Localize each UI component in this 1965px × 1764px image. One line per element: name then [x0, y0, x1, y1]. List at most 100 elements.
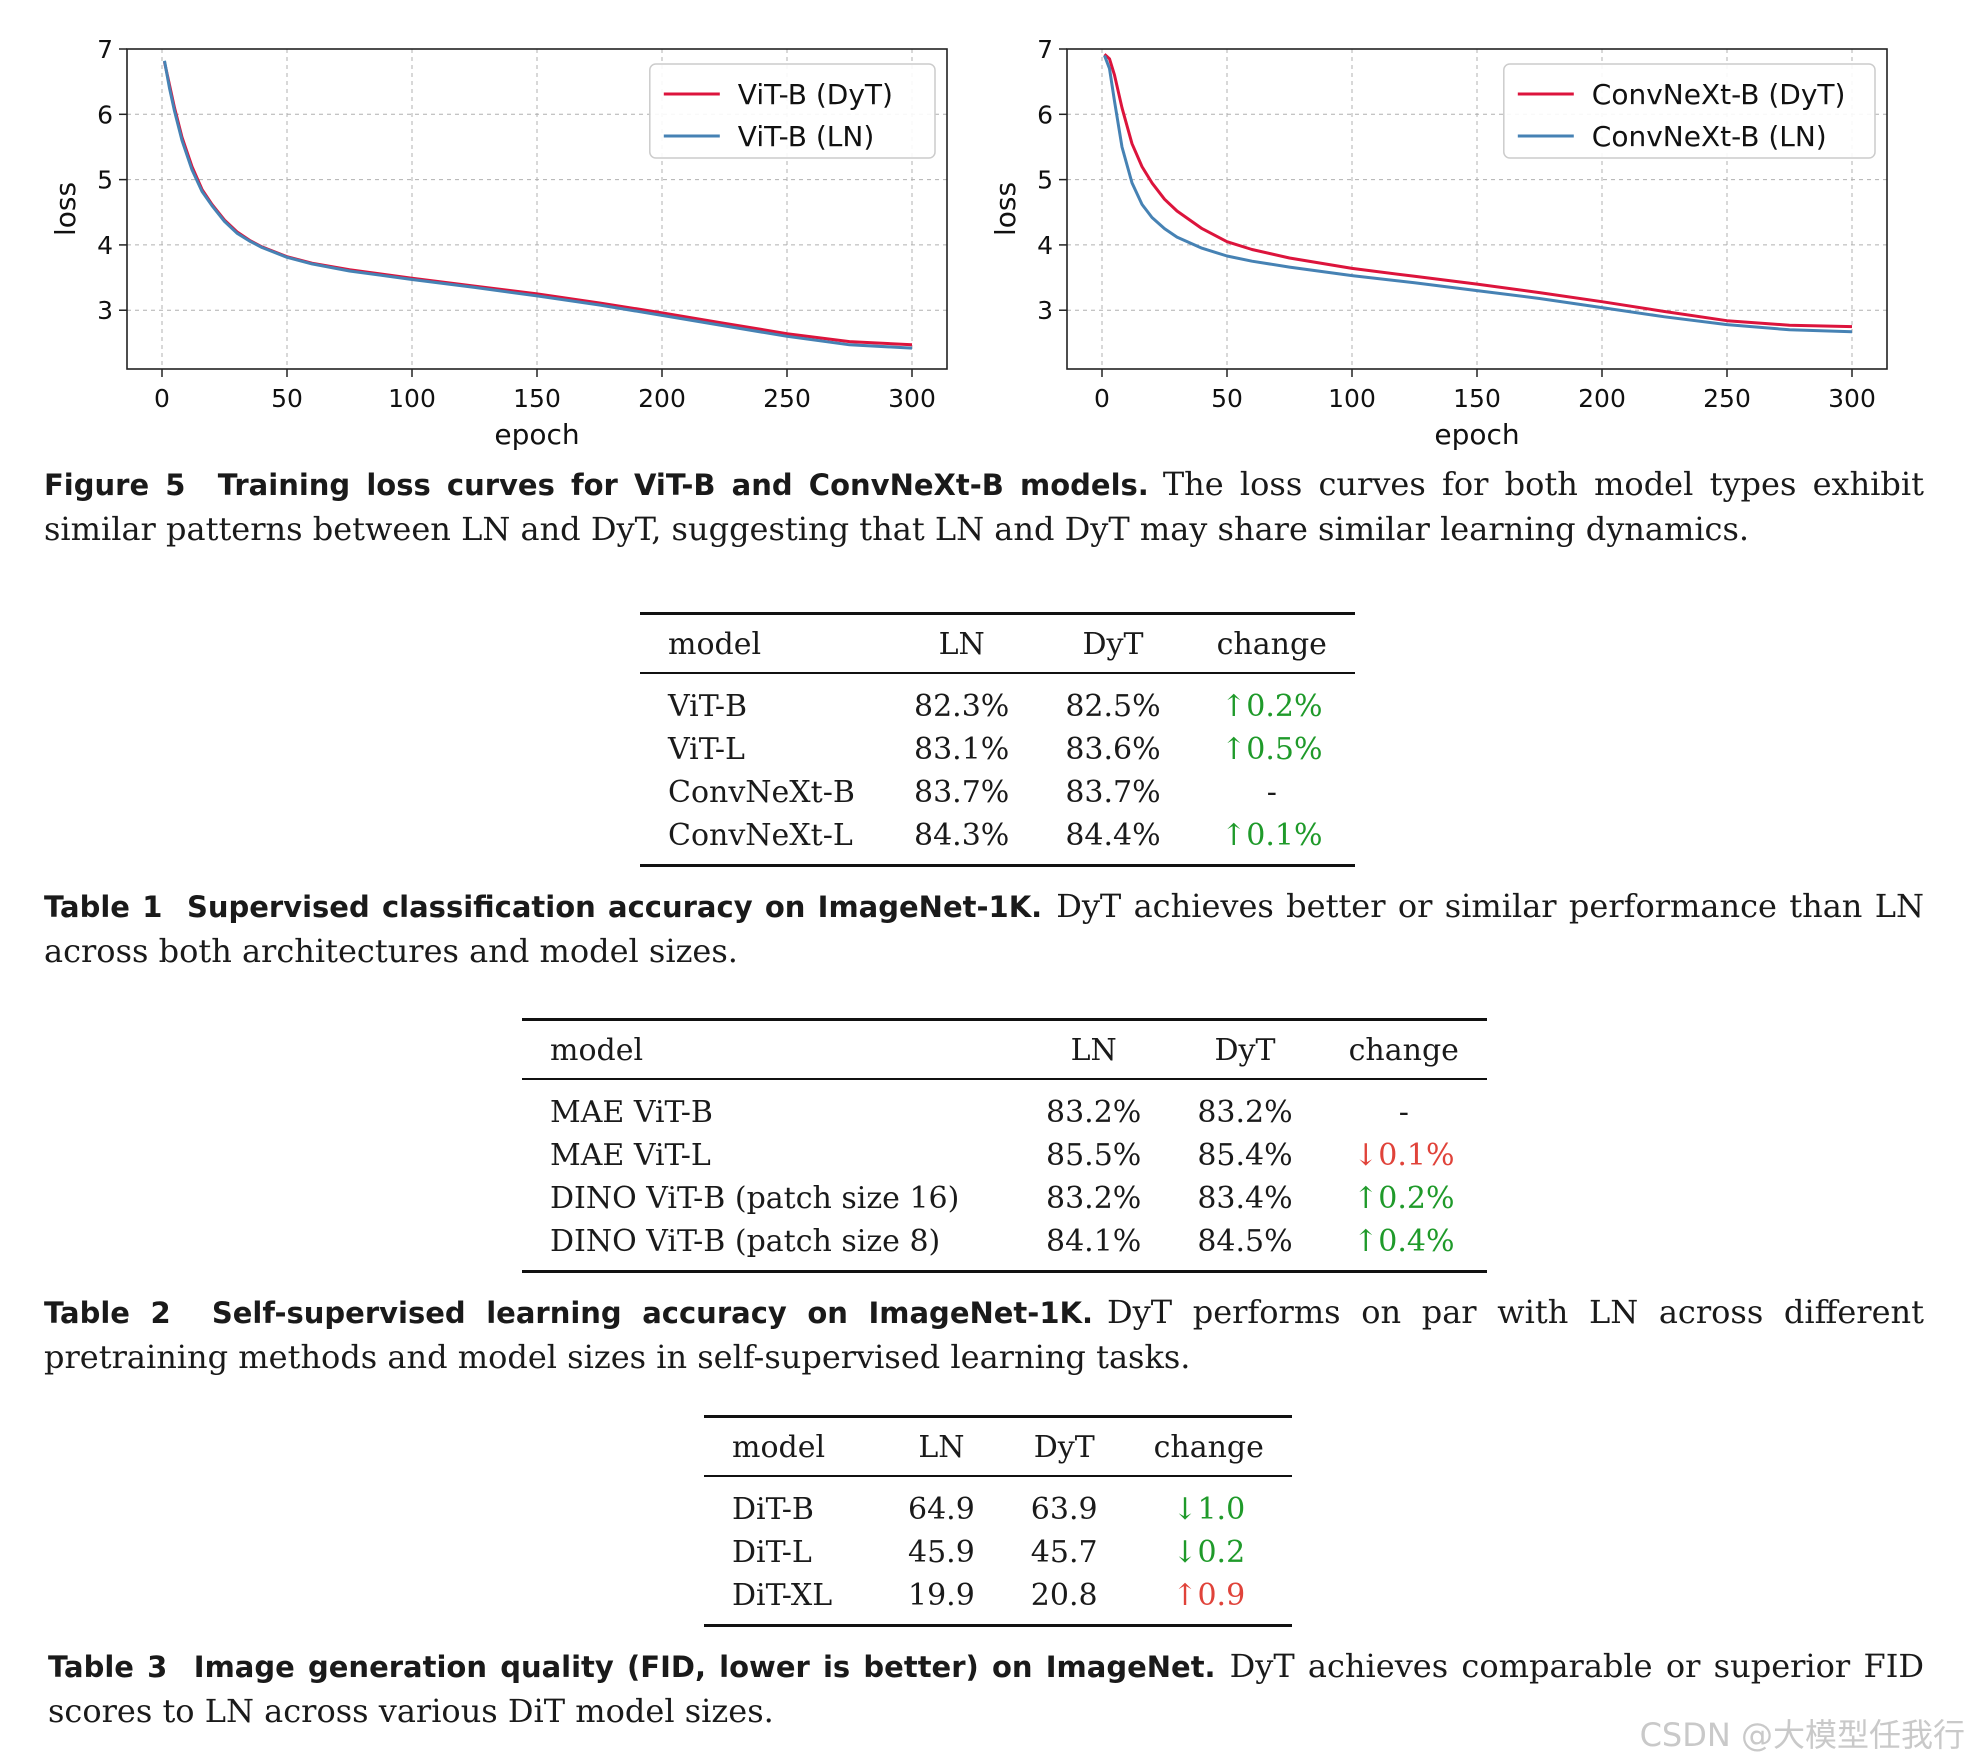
x-tick-label: 200: [638, 384, 686, 413]
table-cell: MAE ViT-B: [550, 1095, 713, 1130]
x-tick-label: 0: [1094, 384, 1110, 413]
change-cell: -: [1398, 1095, 1409, 1130]
table-row: DiT-XL 19.9 20.8 ↑0.9: [704, 1574, 1292, 1627]
table-1: model LN DyT change ViT-B 82.3% 82.5% ↑0…: [640, 612, 1355, 867]
column-header: model: [640, 612, 886, 674]
table-cell: 85.5%: [1046, 1138, 1142, 1173]
table-cell: DINO ViT-B (patch size 8): [522, 1220, 1018, 1273]
table-cell: ConvNeXt-B: [668, 775, 855, 810]
y-tick-label: 4: [1037, 231, 1053, 260]
table-cell: 84.5%: [1169, 1220, 1321, 1273]
table-cell: 82.3%: [914, 689, 1010, 724]
column-header: change: [1125, 1415, 1292, 1477]
table-3: model LN DyT change DiT-B 64.9 63.9 ↓1.0…: [704, 1415, 1292, 1627]
table-3-caption-title: Table 3 Image generation quality (FID, l…: [48, 1650, 1216, 1684]
table-1-caption-title: Table 1 Supervised classification accura…: [44, 890, 1043, 924]
series-line-dyt: [1103, 53, 1853, 329]
table-cell: 84.1%: [1018, 1220, 1170, 1273]
table-cell: 20.8: [1002, 1574, 1126, 1627]
x-tick-label: 100: [1328, 384, 1376, 413]
table-cell: 64.9: [908, 1492, 975, 1527]
x-tick-label: 200: [1578, 384, 1626, 413]
change-cell: ↑0.1%: [1188, 814, 1355, 867]
y-axis-label: loss: [989, 182, 1022, 236]
table-row: ConvNeXt-L 84.3% 84.4% ↑0.1%: [640, 814, 1355, 867]
table-2-caption: Table 2 Self-supervised learning accurac…: [44, 1290, 1924, 1379]
column-header: DyT: [1037, 612, 1189, 674]
table-row: ViT-L 83.1% 83.6% ↑0.5%: [640, 728, 1355, 771]
x-tick-label: 300: [1828, 384, 1876, 413]
figure-5: 0 50 100 150 200 250 300 3 4 5 6 7 epoch loss ViT-B (D…: [30, 25, 1935, 465]
table-row: MAE ViT-L 85.5% 85.4% ↓0.1%: [522, 1134, 1487, 1177]
column-header: LN: [1018, 1018, 1170, 1080]
table-row: ConvNeXt-B 83.7% 83.7% -: [640, 771, 1355, 814]
change-cell: ↓0.1%: [1353, 1138, 1455, 1173]
series-line-ln: [163, 60, 913, 350]
legend-box: [1503, 63, 1876, 159]
table-1-caption-text: DyT achieves better or similar performan…: [44, 887, 1924, 970]
column-header: LN: [886, 612, 1038, 674]
column-header: change: [1320, 1018, 1487, 1080]
table-header-row: model LN DyT change: [704, 1415, 1292, 1477]
change-cell: ↑0.4%: [1320, 1220, 1487, 1273]
x-tick-label: 300: [888, 384, 936, 413]
table-row: DiT-B 64.9 63.9 ↓1.0: [704, 1476, 1292, 1531]
y-tick-label: 3: [97, 296, 113, 325]
x-axis-label: epoch: [1434, 418, 1519, 451]
figure-5-caption-text: The loss curves for both model types exh…: [44, 465, 1924, 548]
table-cell: ViT-B: [668, 689, 748, 724]
x-axis-label: epoch: [494, 418, 579, 451]
change-cell: ↑0.9: [1125, 1574, 1292, 1627]
column-header: DyT: [1169, 1018, 1321, 1080]
column-header: model: [704, 1415, 880, 1477]
y-tick-label: 5: [97, 166, 113, 195]
table-2-caption-text: DyT performs on par with LN across diffe…: [44, 1293, 1924, 1376]
table-2-caption-title: Table 2 Self-supervised learning accurac…: [44, 1296, 1093, 1330]
change-cell: ↑0.5%: [1221, 732, 1323, 767]
x-tick-label: 100: [388, 384, 436, 413]
x-tick-label: 0: [154, 384, 170, 413]
change-cell: ↓1.0: [1172, 1492, 1246, 1527]
table-cell: 63.9: [1030, 1492, 1098, 1527]
table-cell: 83.6%: [1065, 732, 1161, 767]
table-cell: DiT-XL: [704, 1574, 880, 1627]
table-row: MAE ViT-B 83.2% 83.2% -: [522, 1079, 1487, 1134]
x-tick-label: 250: [1703, 384, 1751, 413]
column-header: model: [522, 1018, 1018, 1080]
loss-chart-vit-b: 0 50 100 150 200 250 300 3 4 5 6 7 epoch loss ViT-B (D…: [49, 35, 948, 451]
table-3-caption: Table 3 Image generation quality (FID, l…: [48, 1644, 1924, 1733]
table-cell: 84.4%: [1037, 814, 1189, 867]
legend-label: ViT-B (DyT): [738, 78, 893, 111]
table-cell: 82.5%: [1065, 689, 1161, 724]
column-header: LN: [880, 1415, 1003, 1477]
column-header: change: [1188, 612, 1355, 674]
change-cell: -: [1266, 775, 1277, 810]
legend-box: [649, 63, 936, 159]
figure-5-caption-title: Figure 5 Training loss curves for ViT-B …: [44, 468, 1149, 502]
table-cell: ConvNeXt-L: [640, 814, 886, 867]
change-cell: ↑0.2%: [1221, 689, 1323, 724]
table-cell: 83.2%: [1046, 1181, 1142, 1216]
table-cell: 19.9: [880, 1574, 1003, 1627]
watermark: CSDN @大模型任我行: [1639, 1716, 1965, 1754]
x-tick-label: 250: [763, 384, 811, 413]
legend-label: ViT-B (LN): [738, 120, 874, 153]
loss-chart-convnext-b: 0 50 100 150 200 250 300 3 4 5 6 7 epoch loss ConvNeXt…: [989, 35, 1888, 451]
table-cell: DINO ViT-B (patch size 16): [550, 1181, 960, 1216]
figure-5-caption: Figure 5 Training loss curves for ViT-B …: [44, 462, 1924, 551]
legend-label: ConvNeXt-B (DyT): [1592, 78, 1846, 111]
table-header-row: model LN DyT change: [640, 612, 1355, 674]
table-cell: DiT-B: [732, 1492, 814, 1527]
x-tick-label: 50: [271, 384, 303, 413]
change-cell: ↑0.2%: [1353, 1181, 1455, 1216]
table-cell: 85.4%: [1197, 1138, 1293, 1173]
table-cell: ViT-L: [668, 732, 745, 767]
table-cell: 83.4%: [1197, 1181, 1293, 1216]
y-tick-label: 3: [1037, 296, 1053, 325]
table-cell: DiT-L: [732, 1535, 812, 1570]
table-row: DINO ViT-B (patch size 8) 84.1% 84.5% ↑0…: [522, 1220, 1487, 1273]
table-row: DINO ViT-B (patch size 16) 83.2% 83.4% ↑…: [522, 1177, 1487, 1220]
table-cell: 45.9: [908, 1535, 975, 1570]
table-header-row: model LN DyT change: [522, 1018, 1487, 1080]
y-tick-label: 7: [97, 35, 113, 64]
